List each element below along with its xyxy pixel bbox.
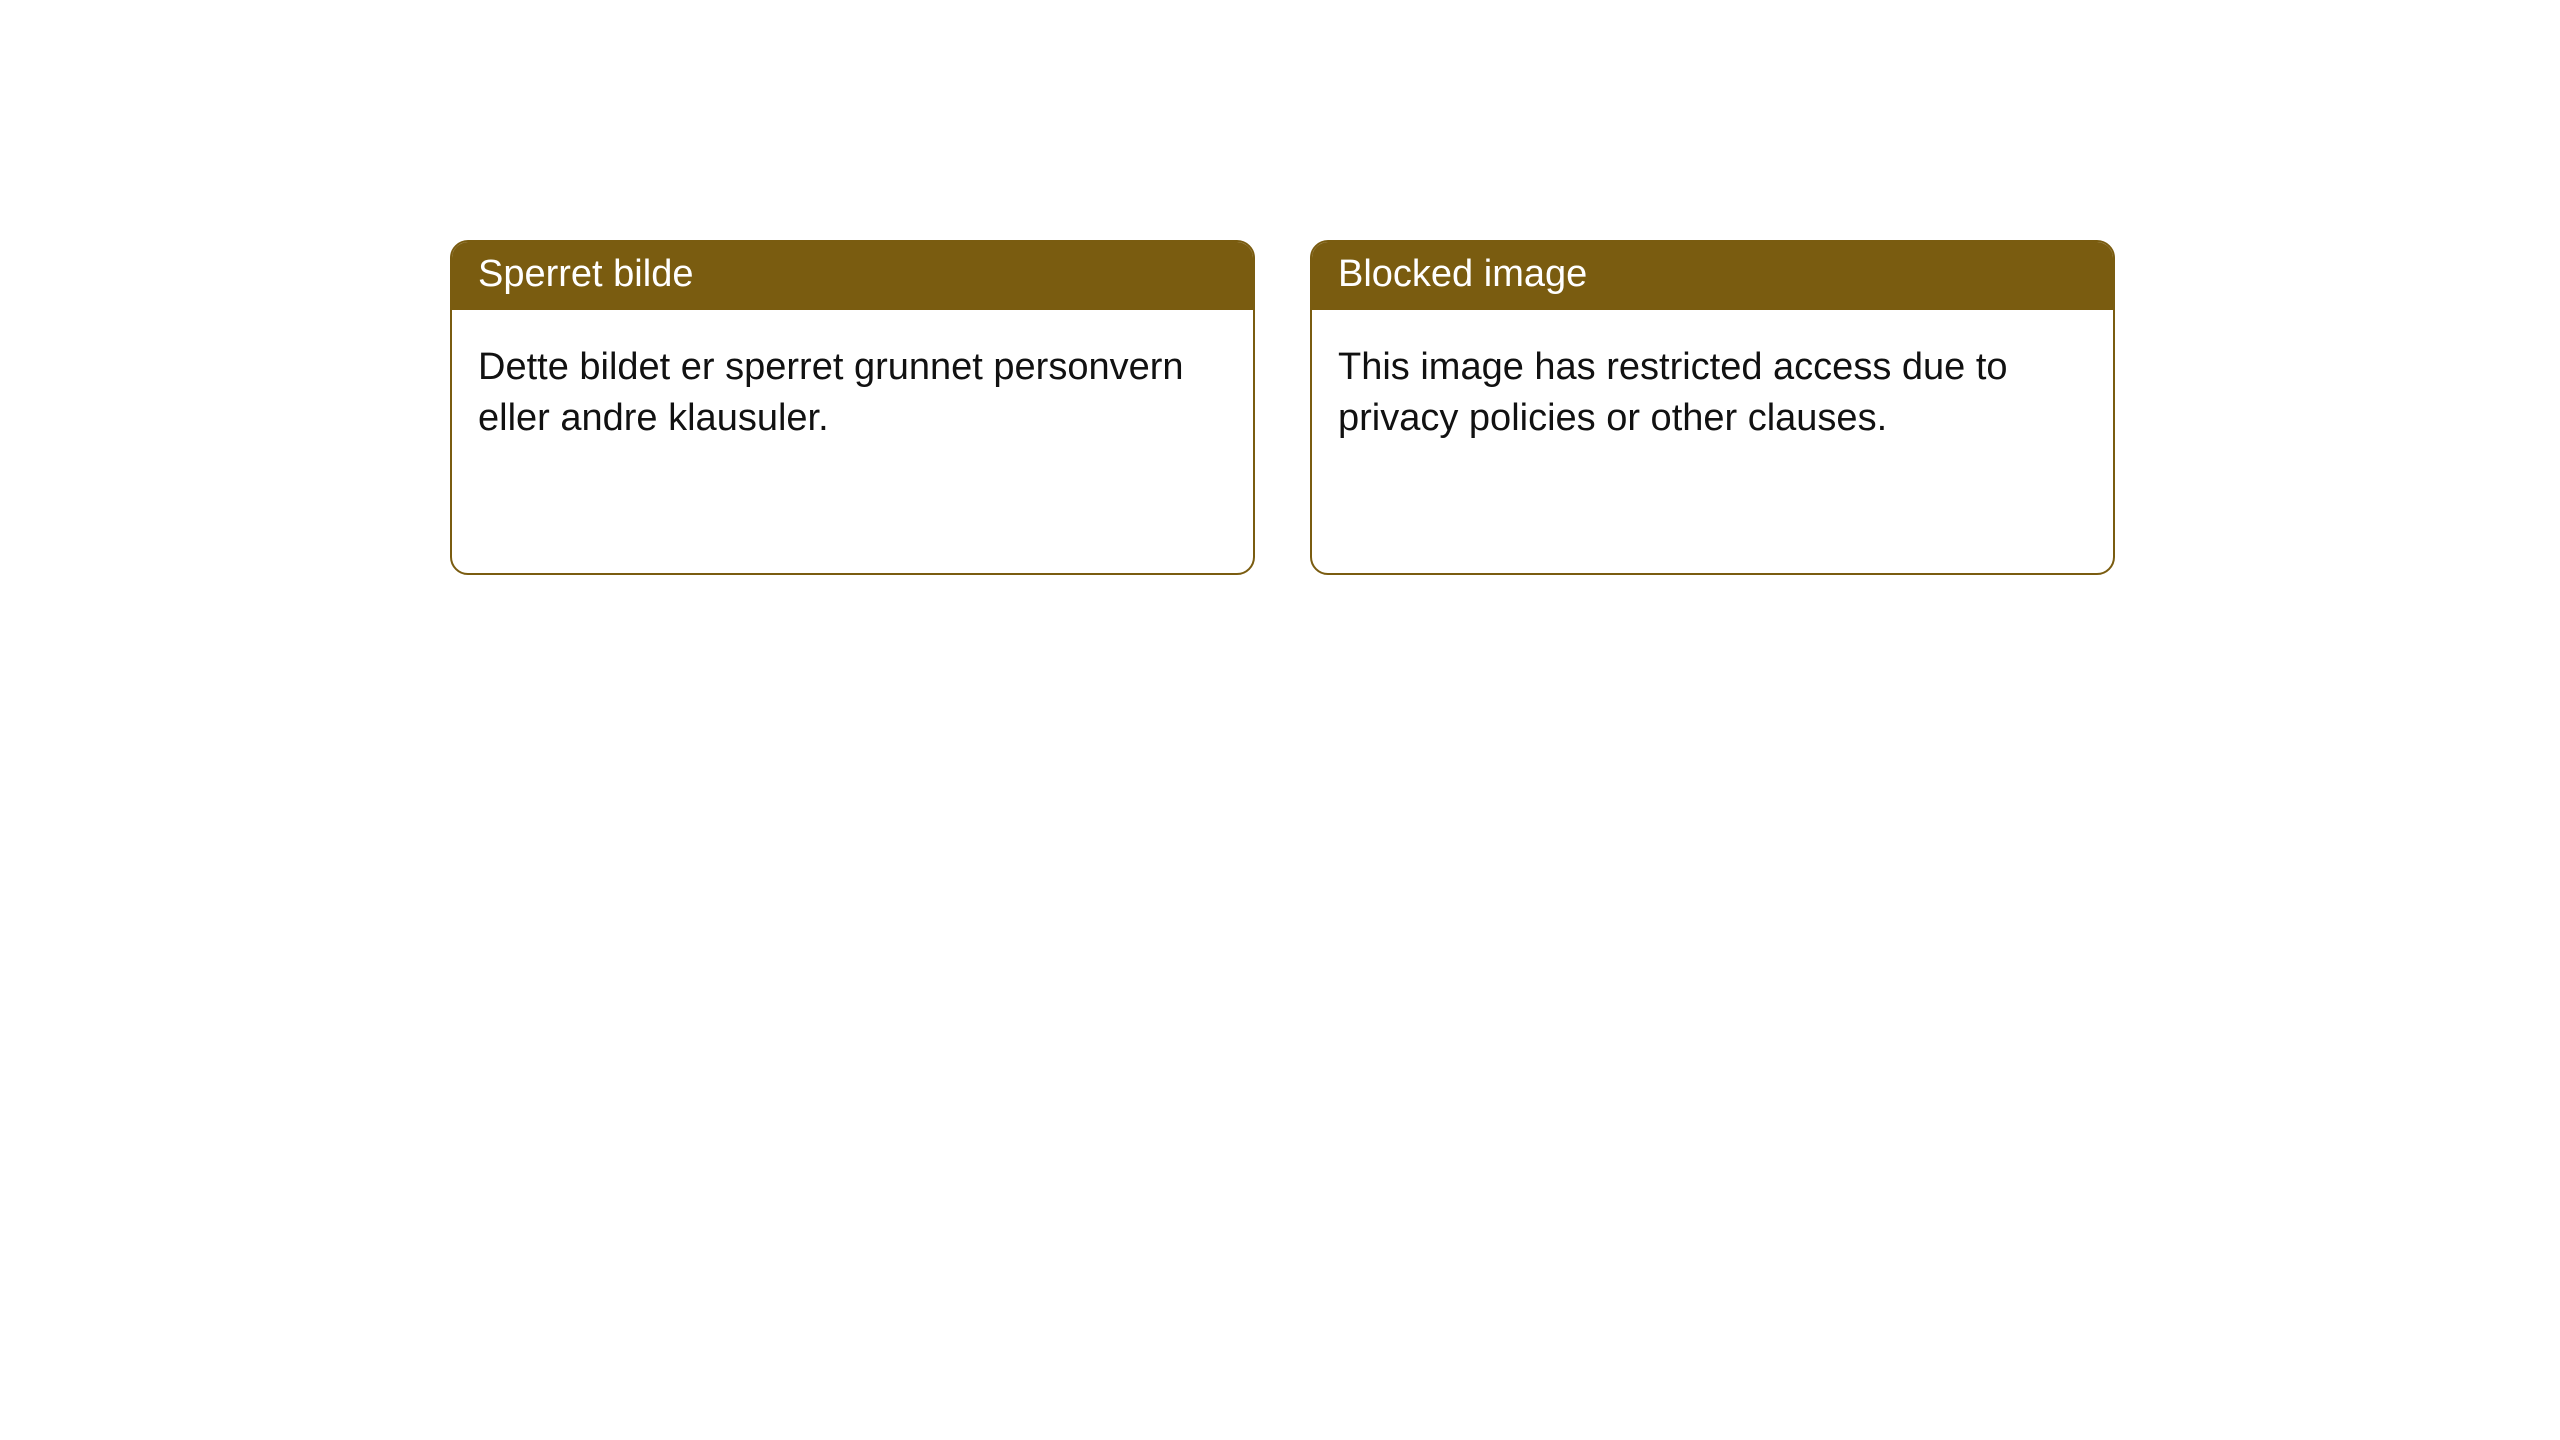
notice-card-english: Blocked image This image has restricted … xyxy=(1310,240,2115,575)
card-header: Sperret bilde xyxy=(452,242,1253,310)
card-body: This image has restricted access due to … xyxy=(1312,310,2113,477)
notice-cards-container: Sperret bilde Dette bildet er sperret gr… xyxy=(450,240,2115,575)
card-header: Blocked image xyxy=(1312,242,2113,310)
notice-card-norwegian: Sperret bilde Dette bildet er sperret gr… xyxy=(450,240,1255,575)
card-title: Sperret bilde xyxy=(478,253,693,295)
card-body-text: Dette bildet er sperret grunnet personve… xyxy=(478,346,1184,439)
card-body-text: This image has restricted access due to … xyxy=(1338,346,2008,439)
card-title: Blocked image xyxy=(1338,253,1587,295)
card-body: Dette bildet er sperret grunnet personve… xyxy=(452,310,1253,477)
